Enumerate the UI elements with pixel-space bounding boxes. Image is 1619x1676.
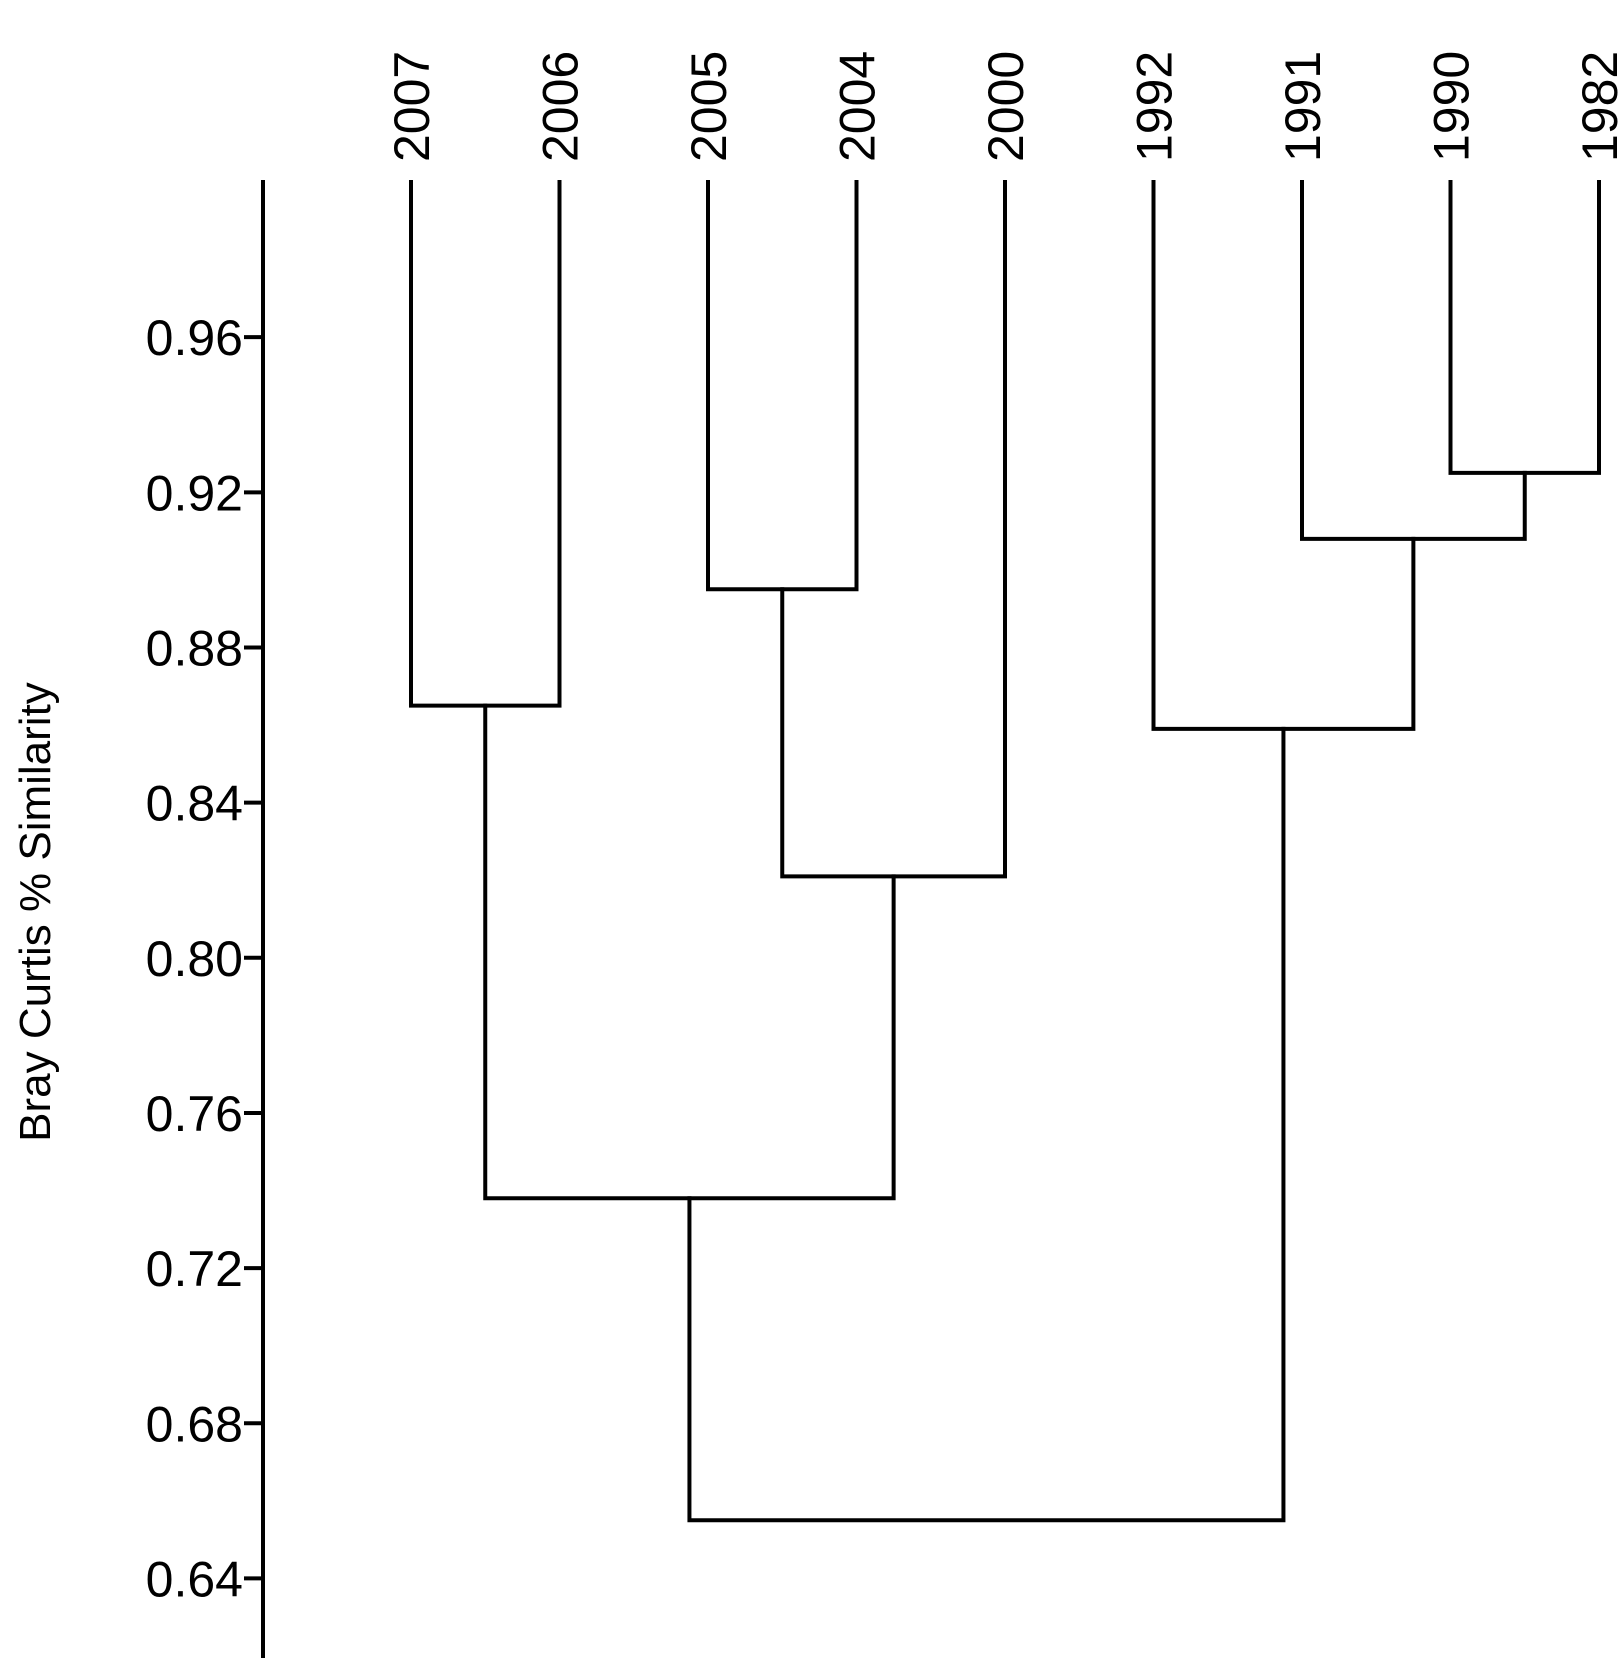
branch-m6: [1300, 180, 1527, 541]
y-tick-label-2: 0.72: [146, 1241, 243, 1297]
leaf-label-2005: 2005: [681, 51, 737, 162]
leaf-label-2006: 2006: [533, 51, 589, 162]
branch-m4: [483, 703, 896, 1201]
leaf-label-2007: 2007: [384, 51, 440, 162]
leaf-labels: 2007 2006 2005 2004 2000 1992 1991 1990 1982: [384, 51, 1619, 162]
leaf-label-1982: 1982: [1572, 51, 1619, 162]
branch-m2: [706, 180, 859, 592]
y-axis-title: Bray Curtis % Similarity: [11, 682, 60, 1142]
y-tick-label-6: 0.88: [146, 620, 243, 676]
leaf-label-2004: 2004: [830, 51, 886, 162]
y-tick-label-7: 0.92: [146, 465, 243, 521]
y-tick-label-1: 0.68: [146, 1396, 243, 1452]
leaf-label-2000: 2000: [978, 51, 1034, 162]
branch-m5: [1448, 180, 1601, 475]
y-tick-label-0: 0.64: [146, 1551, 243, 1607]
y-tick-label-8: 0.96: [146, 310, 243, 366]
dendrogram-branches: [409, 180, 1601, 1523]
branch-m1: [409, 180, 562, 708]
y-tick-label-3: 0.76: [146, 1086, 243, 1142]
branch-m7: [1151, 180, 1416, 731]
leaf-label-1991: 1991: [1275, 51, 1331, 162]
branch-m3: [780, 180, 1007, 879]
y-tick-label-5: 0.84: [146, 776, 243, 832]
leaf-label-1992: 1992: [1127, 51, 1183, 162]
branch-m8: [687, 726, 1286, 1523]
y-tick-label-4: 0.80: [146, 931, 243, 987]
leaf-label-1990: 1990: [1424, 51, 1480, 162]
y-axis-ticks: 0.64 0.68 0.72 0.76 0.80 0.84 0.88 0.92 0.96: [146, 310, 265, 1607]
